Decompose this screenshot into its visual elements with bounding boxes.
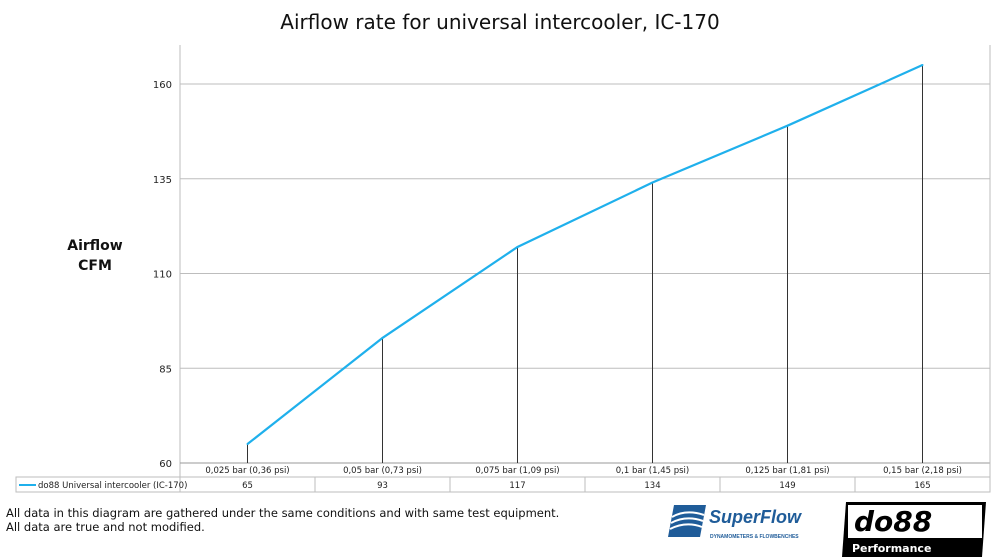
y-tick-label: 85	[159, 364, 172, 375]
x-tick-label: 0,025 bar (0,36 psi)	[205, 466, 289, 476]
data-table-value: 93	[377, 481, 388, 491]
data-point	[651, 181, 654, 184]
data-point	[516, 245, 519, 248]
x-tick-label: 0,15 bar (2,18 psi)	[883, 466, 962, 476]
data-table-value: 149	[779, 481, 795, 491]
y-tick-label: 160	[153, 80, 172, 91]
superflow-logo-subtext: DYNAMOMETERS & FLOWBENCHES	[710, 534, 799, 540]
data-table-value: 165	[914, 481, 930, 491]
do88-logo-text: do88	[854, 505, 932, 538]
legend-label: do88 Universal intercooler (IC-170)	[38, 481, 187, 491]
y-tick-label: 110	[153, 270, 172, 281]
y-tick-label: 135	[153, 175, 172, 186]
y-axis-label-line1: Airflow	[67, 238, 123, 254]
data-table-value: 134	[644, 481, 660, 491]
data-point	[921, 64, 924, 67]
y-axis-label-line2: CFM	[78, 258, 112, 274]
chart-title: Airflow rate for universal intercooler, …	[280, 10, 720, 34]
x-tick-label: 0,075 bar (1,09 psi)	[475, 466, 559, 476]
superflow-logo-text: SuperFlow	[709, 507, 802, 527]
x-tick-label: 0,125 bar (1,81 psi)	[745, 466, 829, 476]
data-point	[786, 124, 789, 127]
do88-logo-mark: do88 Performance	[842, 502, 986, 557]
footer-note-1: All data in this diagram are gathered un…	[6, 506, 560, 520]
x-tick-label: 0,1 bar (1,45 psi)	[616, 466, 689, 476]
y-axis-label: Airflow CFM	[55, 236, 135, 276]
chart-svg: 60 85 110 135 160 do88 Universal intercooler …	[15, 45, 991, 493]
do88-logo-subtext: Performance	[852, 542, 931, 555]
series-line	[246, 64, 923, 445]
footer-note-2: All data are true and not modified.	[6, 520, 205, 534]
x-tick-label: 0,05 bar (0,73 psi)	[343, 466, 422, 476]
y-tick-label: 60	[159, 459, 172, 470]
data-table-value: 65	[242, 481, 253, 491]
data-table-value: 117	[509, 481, 525, 491]
data-point	[246, 443, 249, 446]
data-point	[381, 336, 384, 339]
superflow-logo-mark: SuperFlow DYNAMOMETERS & FLOWBENCHES	[668, 505, 802, 540]
